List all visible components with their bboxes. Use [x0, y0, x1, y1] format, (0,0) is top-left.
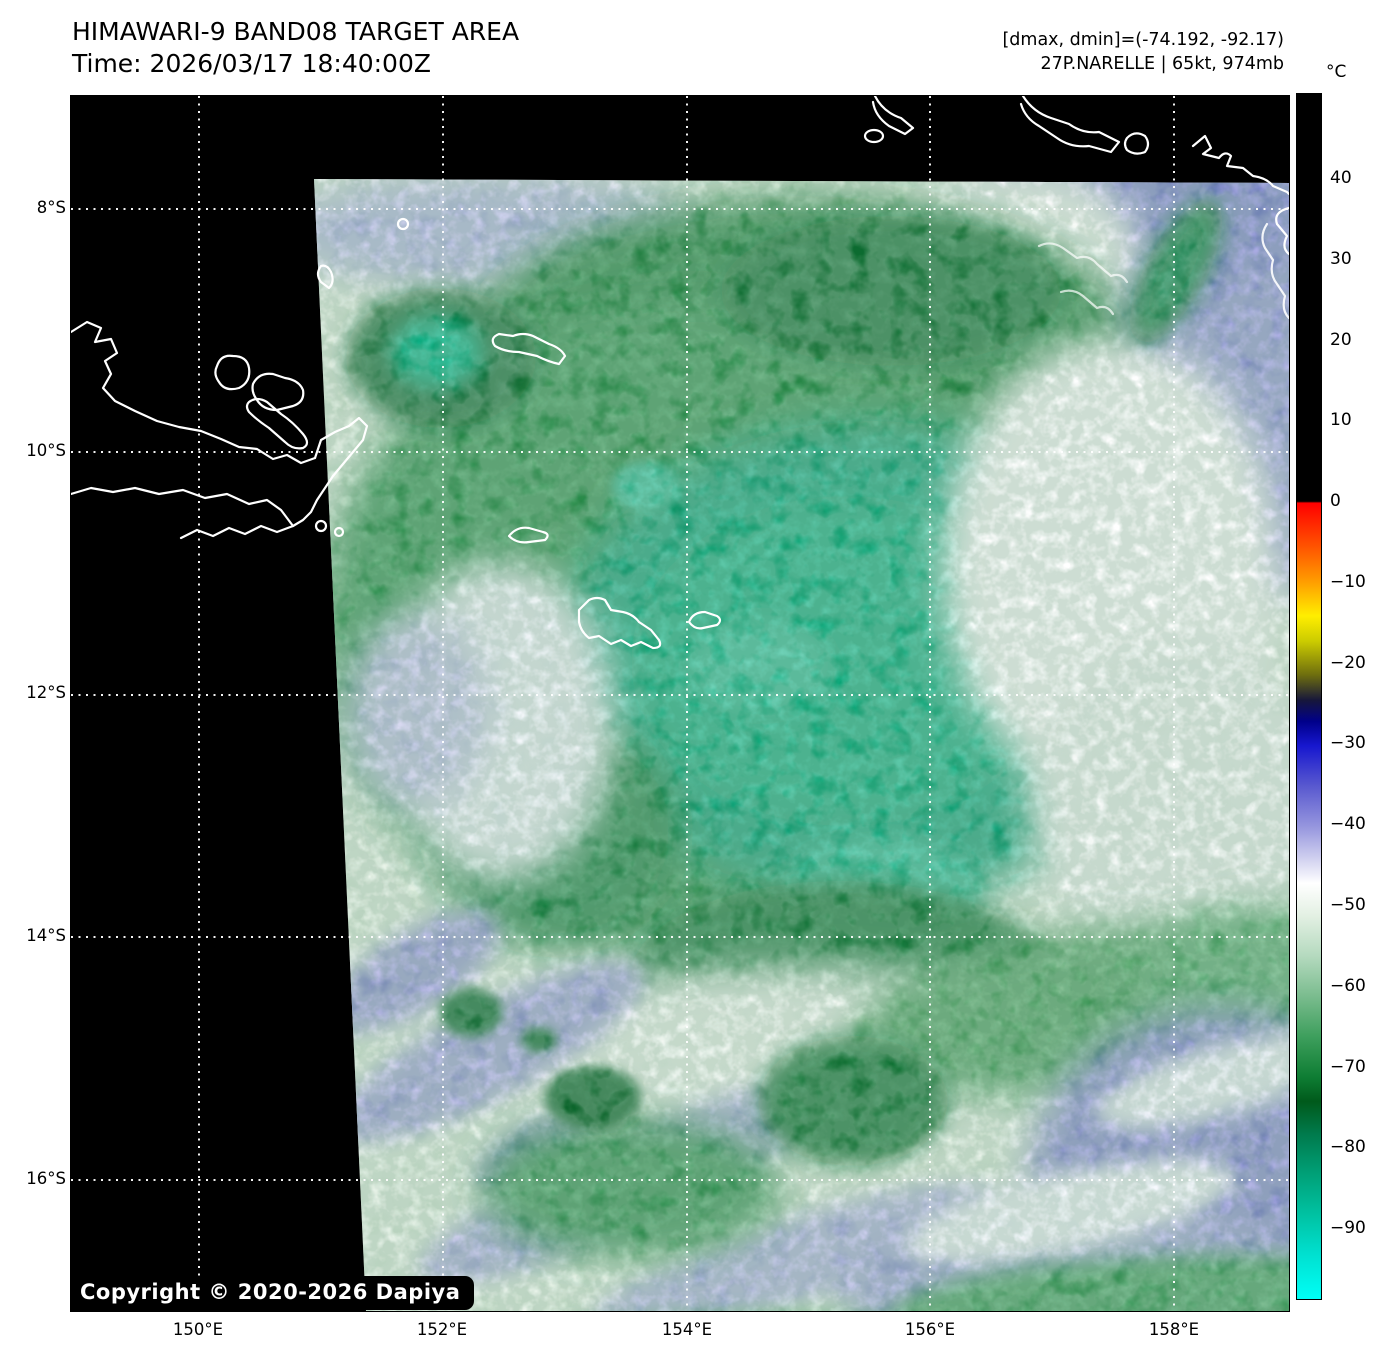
dmax-dmin-annotation: [dmax, dmin]=(-74.192, -92.17): [1002, 30, 1284, 50]
timestamp: Time: 2026/03/17 18:40:00Z: [72, 49, 431, 78]
colorbar-unit-label: °C: [1326, 62, 1347, 82]
colorbar-tick: −10: [1330, 572, 1366, 592]
islet: [333, 526, 345, 538]
lat-tick-14s: 14°S: [26, 926, 66, 945]
solomon-chain-3b: [1275, 206, 1289, 256]
png-cape: [291, 416, 369, 528]
colorbar-tick: −80: [1330, 1137, 1366, 1157]
woodlark-sliver: [507, 526, 549, 544]
lon-tick-150e: 150°E: [172, 1320, 224, 1339]
cloud-field: [314, 179, 1289, 1311]
lon-tick-154e: 154°E: [661, 1320, 713, 1339]
satellite-imagery: [71, 96, 1289, 1311]
kiriwina-island: [491, 332, 567, 366]
lon-tick-156e: 156°E: [904, 1320, 956, 1339]
colorbar-tick: −70: [1330, 1057, 1366, 1077]
woodlark-island: [577, 596, 662, 650]
colorbar-tick: −30: [1330, 733, 1366, 753]
colorbar-tick: 20: [1330, 330, 1352, 350]
colorbar-tick: −40: [1330, 814, 1366, 834]
solomon-faint-outline: [1037, 242, 1129, 284]
solomon-islet-2: [1123, 132, 1150, 155]
small-island: [396, 217, 410, 231]
islet: [314, 519, 328, 533]
lat-tick-8s: 8°S: [36, 198, 66, 217]
lon-tick-152e: 152°E: [416, 1320, 468, 1339]
colorbar-tick: 30: [1330, 249, 1352, 269]
solomon-chain-3: [1191, 134, 1289, 196]
colorbar-tick: 0: [1330, 491, 1341, 511]
colorbar-tick: 10: [1330, 410, 1352, 430]
header-title-block: HIMAWARI-9 BAND08 TARGET AREA Time: 2026…: [72, 16, 519, 80]
solomon-tail-over-swath: [1261, 222, 1289, 320]
colorbar-tick: −90: [1330, 1218, 1366, 1238]
lat-tick-12s: 12°S: [26, 683, 66, 702]
png-north-coast: [71, 320, 317, 465]
png-south-coast: [71, 486, 295, 540]
solomon-faint-outline-2: [1059, 289, 1115, 316]
graticule: [71, 96, 1289, 1311]
colorbar-tick: 40: [1330, 168, 1352, 188]
normanby-island: [245, 397, 309, 450]
lat-tick-10s: 10°S: [26, 441, 66, 460]
lat-tick-16s: 16°S: [26, 1169, 66, 1188]
copyright-badge: Copyright © 2020-2026 Dapiya: [71, 1276, 475, 1310]
colorbar-tick: −60: [1330, 976, 1366, 996]
small-hook-island: [316, 264, 334, 290]
solomon-islet: [863, 128, 885, 144]
woodlark-east-island: [687, 610, 722, 630]
page-title: HIMAWARI-9 BAND08 TARGET AREA: [72, 17, 520, 46]
lon-tick-158e: 158°E: [1148, 1320, 1200, 1339]
solomon-fragment-2: [1019, 96, 1121, 154]
solomon-fragment-1: [871, 96, 915, 136]
annotation-block: [dmax, dmin]=(-74.192, -92.17) 27P.NAREL…: [1002, 28, 1284, 76]
map-canvas: Copyright © 2020-2026 Dapiya: [70, 95, 1290, 1312]
colorbar: [1296, 93, 1322, 1300]
colorbar-tick: −20: [1330, 653, 1366, 673]
colorbar-tick: −50: [1330, 895, 1366, 915]
storm-annotation: 27P.NARELLE | 65kt, 974mb: [1040, 54, 1284, 74]
coastlines: [71, 96, 1289, 650]
goodenough-island: [214, 354, 251, 391]
